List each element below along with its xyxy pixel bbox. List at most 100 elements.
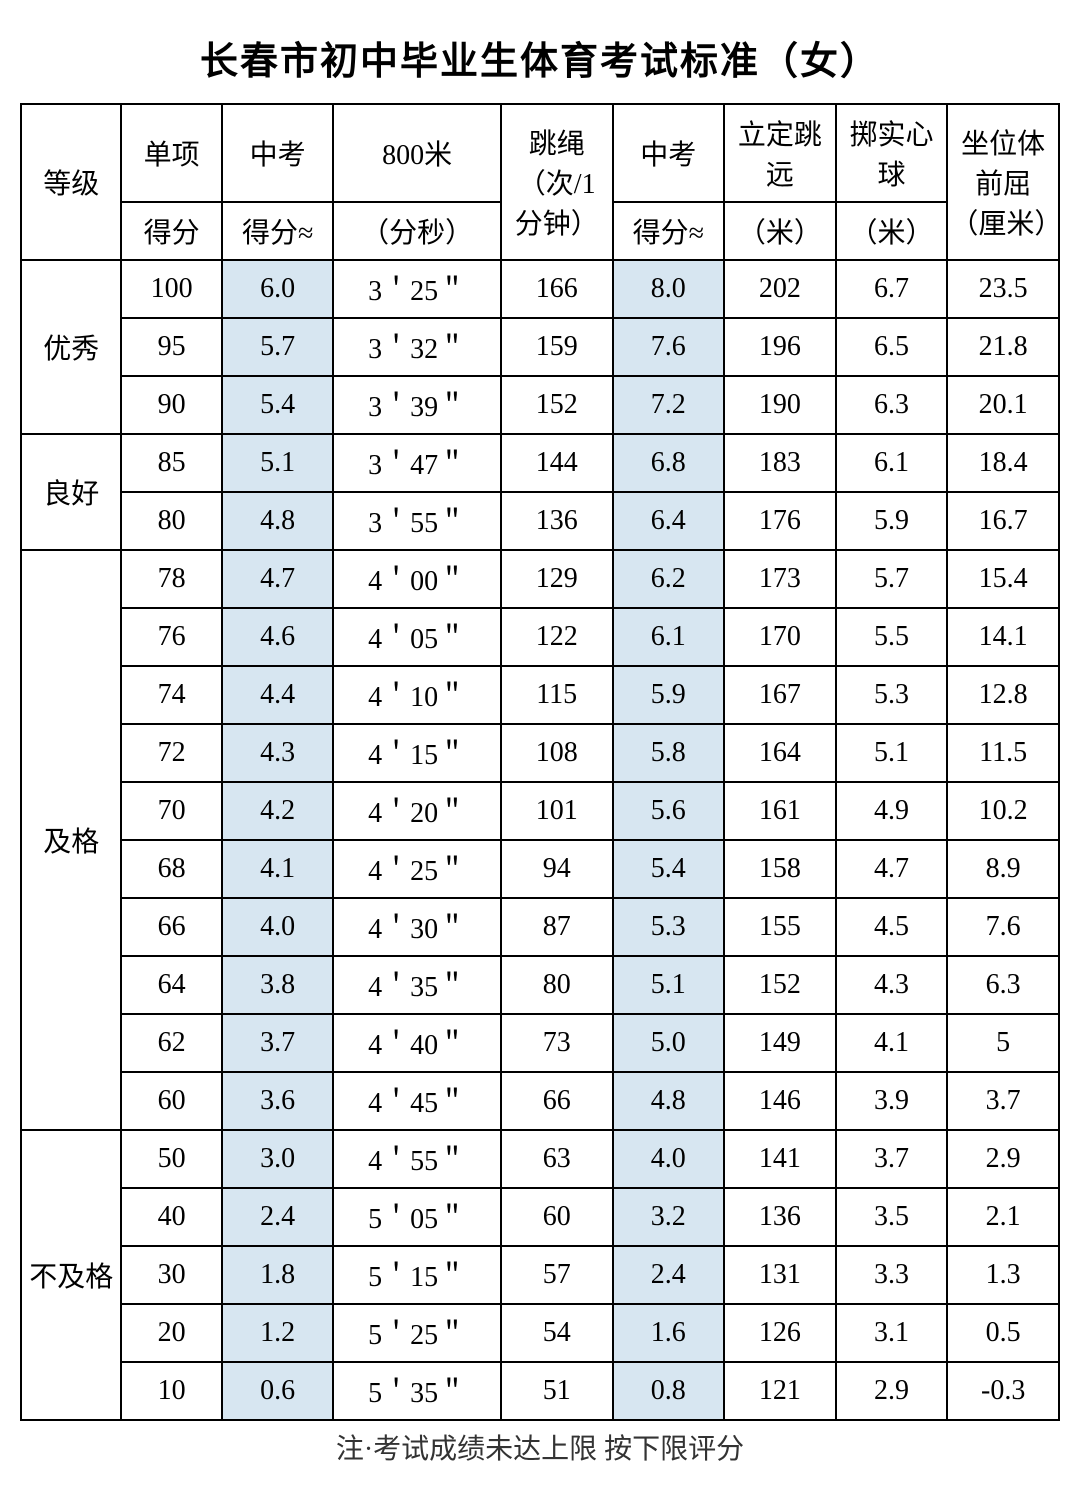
table-row: 201.25＇25＂541.61263.10.5 <box>21 1304 1059 1362</box>
cell-800m: 4＇15＂ <box>333 724 500 782</box>
cell-800m: 4＇55＂ <box>333 1130 500 1188</box>
header-approx-a: 得分≈ <box>222 202 334 260</box>
cell-ball: 5.5 <box>836 608 948 666</box>
cell-approx-b: 2.4 <box>613 1246 725 1304</box>
cell-score: 10 <box>121 1362 221 1420</box>
cell-rope: 80 <box>501 956 613 1014</box>
cell-800m: 4＇25＂ <box>333 840 500 898</box>
cell-ball: 3.5 <box>836 1188 948 1246</box>
cell-jump: 149 <box>724 1014 836 1072</box>
cell-approx-b: 5.1 <box>613 956 725 1014</box>
cell-sit: 6.3 <box>947 956 1059 1014</box>
cell-sit: 14.1 <box>947 608 1059 666</box>
cell-800m: 5＇35＂ <box>333 1362 500 1420</box>
cell-rope: 94 <box>501 840 613 898</box>
header-level: 等级 <box>21 104 121 260</box>
cell-approx-b: 6.8 <box>613 434 725 492</box>
cell-sit: 2.9 <box>947 1130 1059 1188</box>
cell-approx-a: 5.1 <box>222 434 334 492</box>
cell-ball: 3.7 <box>836 1130 948 1188</box>
cell-approx-a: 5.7 <box>222 318 334 376</box>
table-row: 905.43＇39＂1527.21906.320.1 <box>21 376 1059 434</box>
table-row: 643.84＇35＂805.11524.36.3 <box>21 956 1059 1014</box>
cell-rope: 87 <box>501 898 613 956</box>
cell-approx-a: 4.4 <box>222 666 334 724</box>
cell-score: 62 <box>121 1014 221 1072</box>
cell-approx-b: 6.1 <box>613 608 725 666</box>
cell-score: 90 <box>121 376 221 434</box>
cell-jump: 167 <box>724 666 836 724</box>
cell-score: 85 <box>121 434 221 492</box>
cell-approx-b: 5.0 <box>613 1014 725 1072</box>
cell-ball: 5.9 <box>836 492 948 550</box>
cell-rope: 57 <box>501 1246 613 1304</box>
cell-sit: 20.1 <box>947 376 1059 434</box>
cell-800m: 5＇05＂ <box>333 1188 500 1246</box>
cell-score: 74 <box>121 666 221 724</box>
cell-approx-a: 3.0 <box>222 1130 334 1188</box>
header-approx-b: 得分≈ <box>613 202 725 260</box>
cell-sit: 1.3 <box>947 1246 1059 1304</box>
cell-approx-a: 3.8 <box>222 956 334 1014</box>
cell-jump: 158 <box>724 840 836 898</box>
cell-rope: 66 <box>501 1072 613 1130</box>
table-row: 684.14＇25＂945.41584.78.9 <box>21 840 1059 898</box>
cell-ball: 4.1 <box>836 1014 948 1072</box>
header-exam-a: 中考 <box>222 104 334 202</box>
cell-score: 70 <box>121 782 221 840</box>
table-row: 623.74＇40＂735.01494.15 <box>21 1014 1059 1072</box>
cell-rope: 63 <box>501 1130 613 1188</box>
cell-sit: 16.7 <box>947 492 1059 550</box>
header-score: 得分 <box>121 202 221 260</box>
cell-approx-b: 6.2 <box>613 550 725 608</box>
cell-ball: 6.3 <box>836 376 948 434</box>
cell-approx-a: 6.0 <box>222 260 334 318</box>
cell-rope: 54 <box>501 1304 613 1362</box>
cell-score: 68 <box>121 840 221 898</box>
cell-ball: 5.3 <box>836 666 948 724</box>
cell-ball: 2.9 <box>836 1362 948 1420</box>
header-ball: 掷实心球 <box>836 104 948 202</box>
cell-approx-b: 4.8 <box>613 1072 725 1130</box>
cell-rope: 51 <box>501 1362 613 1420</box>
cell-ball: 5.1 <box>836 724 948 782</box>
cell-sit: 15.4 <box>947 550 1059 608</box>
cell-approx-b: 6.4 <box>613 492 725 550</box>
cell-ball: 4.3 <box>836 956 948 1014</box>
cell-ball: 4.5 <box>836 898 948 956</box>
cell-approx-a: 4.1 <box>222 840 334 898</box>
cell-approx-a: 4.0 <box>222 898 334 956</box>
cell-jump: 202 <box>724 260 836 318</box>
table-row: 804.83＇55＂1366.41765.916.7 <box>21 492 1059 550</box>
cell-ball: 5.7 <box>836 550 948 608</box>
table-row: 良好855.13＇47＂1446.81836.118.4 <box>21 434 1059 492</box>
cell-jump: 146 <box>724 1072 836 1130</box>
cell-approx-a: 2.4 <box>222 1188 334 1246</box>
cell-800m: 4＇20＂ <box>333 782 500 840</box>
table-row: 603.64＇45＂664.81463.93.7 <box>21 1072 1059 1130</box>
cell-800m: 3＇39＂ <box>333 376 500 434</box>
cell-score: 95 <box>121 318 221 376</box>
cell-approx-a: 3.7 <box>222 1014 334 1072</box>
cell-score: 80 <box>121 492 221 550</box>
cell-approx-b: 5.3 <box>613 898 725 956</box>
table-row: 955.73＇32＂1597.61966.521.8 <box>21 318 1059 376</box>
cell-800m: 3＇47＂ <box>333 434 500 492</box>
cell-score: 100 <box>121 260 221 318</box>
cell-jump: 170 <box>724 608 836 666</box>
cell-score: 72 <box>121 724 221 782</box>
cell-score: 64 <box>121 956 221 1014</box>
page-title: 长春市初中毕业生体育考试标准（女） <box>20 30 1060 85</box>
cell-approx-b: 5.4 <box>613 840 725 898</box>
cell-level: 不及格 <box>21 1130 121 1420</box>
cell-score: 20 <box>121 1304 221 1362</box>
cell-sit: 2.1 <box>947 1188 1059 1246</box>
cell-approx-a: 1.2 <box>222 1304 334 1362</box>
cell-score: 66 <box>121 898 221 956</box>
table-row: 100.65＇35＂510.81212.9-0.3 <box>21 1362 1059 1420</box>
cell-score: 50 <box>121 1130 221 1188</box>
cell-ball: 3.3 <box>836 1246 948 1304</box>
cell-approx-a: 4.2 <box>222 782 334 840</box>
header-800m-unit: （分秒） <box>333 202 500 260</box>
cell-score: 30 <box>121 1246 221 1304</box>
